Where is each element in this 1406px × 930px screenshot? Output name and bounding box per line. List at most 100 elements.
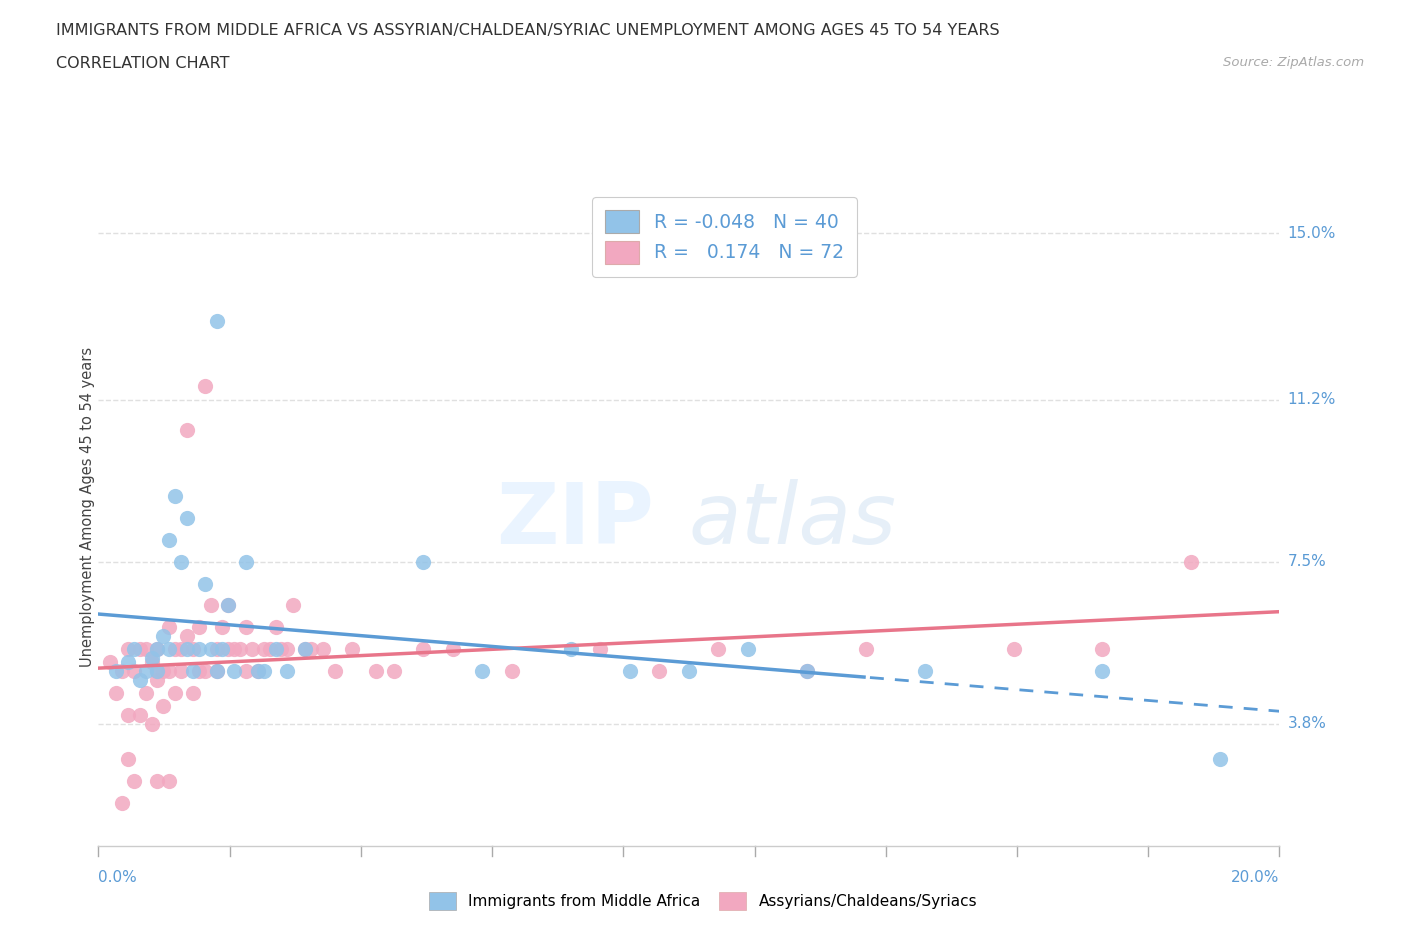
Point — [560, 642, 582, 657]
Text: 15.0%: 15.0% — [1288, 226, 1336, 241]
Text: 11.2%: 11.2% — [1288, 392, 1336, 407]
Point — [855, 642, 877, 657]
Point — [412, 642, 434, 657]
Point — [157, 620, 180, 635]
Point — [382, 664, 405, 679]
Point — [141, 650, 163, 665]
Point — [146, 664, 169, 679]
Point — [122, 773, 145, 788]
Point — [157, 664, 180, 679]
Point — [176, 511, 198, 525]
Point — [122, 642, 145, 657]
Point — [181, 685, 204, 700]
Point — [253, 642, 276, 657]
Point — [707, 642, 730, 657]
Point — [737, 642, 759, 657]
Point — [342, 642, 364, 657]
Point — [294, 642, 316, 657]
Y-axis label: Unemployment Among Ages 45 to 54 years: Unemployment Among Ages 45 to 54 years — [80, 347, 94, 667]
Point — [224, 664, 246, 679]
Point — [176, 423, 198, 438]
Point — [914, 664, 936, 679]
Legend: R = -0.048   N = 40, R =   0.174   N = 72: R = -0.048 N = 40, R = 0.174 N = 72 — [592, 197, 856, 276]
Point — [205, 664, 228, 679]
Point — [200, 642, 222, 657]
Text: ZIP: ZIP — [496, 479, 654, 562]
Point — [235, 620, 257, 635]
Point — [170, 554, 193, 569]
Point — [128, 708, 150, 723]
Point — [235, 664, 257, 679]
Point — [229, 642, 252, 657]
Point — [181, 642, 204, 657]
Point — [187, 642, 209, 657]
Point — [246, 664, 269, 679]
Point — [678, 664, 700, 679]
Point — [217, 642, 239, 657]
Point — [312, 642, 335, 657]
Point — [141, 655, 163, 670]
Point — [1209, 751, 1232, 766]
Point — [264, 642, 287, 657]
Text: IMMIGRANTS FROM MIDDLE AFRICA VS ASSYRIAN/CHALDEAN/SYRIAC UNEMPLOYMENT AMONG AGE: IMMIGRANTS FROM MIDDLE AFRICA VS ASSYRIA… — [56, 23, 1000, 38]
Point — [1091, 664, 1114, 679]
Point — [122, 664, 145, 679]
Point — [152, 629, 174, 644]
Point — [117, 655, 139, 670]
Point — [224, 642, 246, 657]
Point — [648, 664, 671, 679]
Point — [128, 642, 150, 657]
Text: 7.5%: 7.5% — [1288, 554, 1326, 569]
Text: CORRELATION CHART: CORRELATION CHART — [56, 56, 229, 71]
Point — [264, 620, 287, 635]
Point — [117, 642, 139, 657]
Point — [200, 598, 222, 613]
Point — [240, 642, 263, 657]
Text: 0.0%: 0.0% — [98, 870, 138, 884]
Point — [141, 716, 163, 731]
Point — [157, 773, 180, 788]
Point — [165, 685, 187, 700]
Point — [217, 598, 239, 613]
Point — [246, 664, 269, 679]
Point — [259, 642, 281, 657]
Point — [146, 642, 169, 657]
Point — [276, 664, 298, 679]
Point — [217, 598, 239, 613]
Point — [1180, 554, 1202, 569]
Legend: Immigrants from Middle Africa, Assyrians/Chaldeans/Syriacs: Immigrants from Middle Africa, Assyrians… — [420, 884, 986, 918]
Point — [441, 642, 464, 657]
Point — [176, 629, 198, 644]
Point — [276, 642, 298, 657]
Point — [501, 664, 523, 679]
Point — [146, 664, 169, 679]
Point — [589, 642, 612, 657]
Point — [796, 664, 818, 679]
Point — [283, 598, 305, 613]
Point — [98, 655, 121, 670]
Point — [146, 672, 169, 687]
Point — [135, 664, 157, 679]
Point — [146, 773, 169, 788]
Point — [105, 685, 128, 700]
Point — [253, 664, 276, 679]
Point — [170, 664, 193, 679]
Point — [111, 664, 134, 679]
Point — [157, 642, 180, 657]
Point — [187, 620, 209, 635]
Point — [194, 664, 217, 679]
Point — [176, 642, 198, 657]
Point — [135, 685, 157, 700]
Point — [235, 554, 257, 569]
Point — [270, 642, 292, 657]
Point — [364, 664, 387, 679]
Point — [412, 554, 434, 569]
Text: 3.8%: 3.8% — [1288, 716, 1327, 731]
Point — [619, 664, 641, 679]
Point — [181, 664, 204, 679]
Point — [135, 642, 157, 657]
Point — [152, 664, 174, 679]
Point — [471, 664, 494, 679]
Text: 20.0%: 20.0% — [1232, 870, 1279, 884]
Point — [157, 532, 180, 547]
